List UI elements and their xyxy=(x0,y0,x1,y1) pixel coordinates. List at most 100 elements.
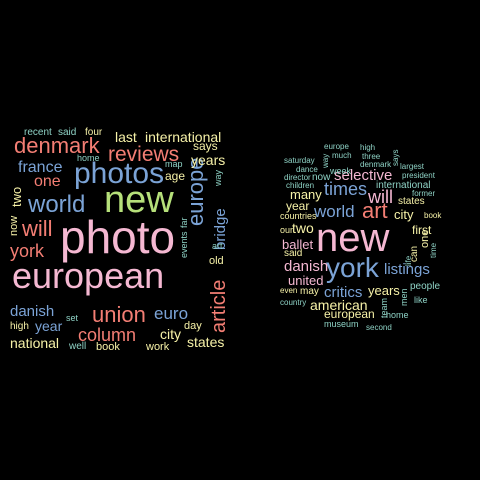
cloud-word: countries xyxy=(280,211,317,221)
cloud-word: says xyxy=(193,139,218,153)
cloud-word: saturday xyxy=(284,156,315,165)
cloud-word: column xyxy=(78,325,137,345)
cloud-word: says xyxy=(391,149,400,166)
cloud-word: far xyxy=(179,217,189,228)
cloud-word: world xyxy=(314,202,355,221)
cloud-word: france xyxy=(18,159,63,176)
cloud-word: even xyxy=(280,286,298,295)
cloud-word: events xyxy=(179,231,189,258)
cloud-word: danish xyxy=(284,258,329,275)
cloud-word: first xyxy=(412,223,432,237)
cloud-word: states xyxy=(398,196,425,207)
cloud-word: like xyxy=(414,295,428,305)
cloud-word: euro xyxy=(154,304,189,323)
cloud-word: photo xyxy=(60,211,176,263)
cloud-word: ballet xyxy=(282,237,314,252)
cloud-word: states xyxy=(187,334,225,350)
right-word-cloud: new york art world times selective will … xyxy=(240,0,480,480)
cloud-word: children xyxy=(286,181,315,190)
cloud-word: times xyxy=(324,179,368,199)
cloud-word: selective xyxy=(334,167,393,184)
cloud-word: critics xyxy=(324,284,363,301)
cloud-word: old xyxy=(209,255,224,267)
cloud-word: life xyxy=(404,255,413,266)
cloud-word: two xyxy=(9,186,24,207)
cloud-word: way xyxy=(213,169,223,186)
cloud-word: much xyxy=(332,151,352,160)
cloud-word: year xyxy=(35,318,63,334)
cloud-word: reviews xyxy=(108,143,180,166)
cloud-word: union xyxy=(92,302,146,327)
cloud-word: years xyxy=(191,152,226,168)
cloud-word: may xyxy=(300,286,319,297)
cloud-word: years xyxy=(368,283,400,298)
cloud-word: world xyxy=(28,191,86,218)
cloud-word: way xyxy=(321,153,330,168)
cloud-word: men xyxy=(399,288,409,306)
cloud-word: president xyxy=(402,171,435,180)
cloud-word: now xyxy=(8,215,20,236)
cloud-word: danish xyxy=(10,303,55,320)
cloud-word: age xyxy=(165,169,186,183)
cloud-word: york xyxy=(10,241,45,261)
cloud-word: now xyxy=(312,172,331,183)
cloud-word: former xyxy=(412,189,436,198)
cloud-word: said xyxy=(284,248,303,259)
cloud-word: recent xyxy=(24,127,52,138)
cloud-word: international xyxy=(376,180,431,191)
cloud-word: four xyxy=(85,127,103,138)
cloud-word: said xyxy=(58,127,77,138)
cloud-word: country xyxy=(280,298,307,307)
cloud-word: united xyxy=(288,273,324,288)
left-word-cloud: european photo new photos reviews denmar… xyxy=(8,127,230,353)
cloud-word: article xyxy=(208,279,230,333)
cloud-word: second xyxy=(366,323,392,332)
cloud-word: two xyxy=(292,220,314,236)
cloud-word: new xyxy=(316,216,390,260)
cloud-word: home xyxy=(77,153,100,163)
cloud-word: art xyxy=(362,198,388,223)
cloud-word: team xyxy=(379,297,389,318)
cloud-word: dance xyxy=(296,165,318,174)
cloud-word: city xyxy=(394,207,414,222)
cloud-word: day xyxy=(184,320,202,332)
cloud-word: photos xyxy=(74,157,165,190)
cloud-word: people xyxy=(410,281,441,292)
cloud-word: museum xyxy=(324,319,359,329)
cloud-word: listings xyxy=(384,261,430,278)
cloud-word: european xyxy=(324,307,375,321)
cloud-word: city xyxy=(160,326,181,342)
cloud-word: last xyxy=(115,129,137,145)
cloud-word: well xyxy=(69,341,87,352)
cloud-word: european xyxy=(12,255,165,296)
cloud-word: our xyxy=(280,225,294,235)
cloud-word: many xyxy=(290,187,322,202)
cloud-word: set xyxy=(66,313,79,323)
cloud-word: map xyxy=(165,159,183,169)
cloud-word: international xyxy=(145,129,222,145)
cloud-word: home xyxy=(386,310,409,320)
cloud-word: high xyxy=(10,321,29,332)
cloud-word: national xyxy=(10,335,60,351)
cloud-word: new xyxy=(104,179,174,221)
cloud-word: europe xyxy=(324,142,349,151)
cloud-word: time xyxy=(429,242,438,258)
cloud-word: denmark xyxy=(360,160,392,169)
cloud-word: work xyxy=(146,341,170,353)
cloud-word: book xyxy=(96,341,120,353)
cloud-word: week xyxy=(330,166,352,176)
cloud-word: director xyxy=(284,173,311,182)
cloud-word: largest xyxy=(400,162,425,171)
cloud-word: will xyxy=(22,216,53,241)
cloud-word: york xyxy=(326,252,379,283)
cloud-word: high xyxy=(360,143,376,152)
cloud-word: will xyxy=(368,187,393,207)
cloud-word: denmark xyxy=(14,133,100,158)
cloud-word: book xyxy=(424,211,442,220)
cloud-word: three xyxy=(362,152,381,161)
cloud-word: art xyxy=(212,241,223,251)
cloud-word: year xyxy=(286,199,310,213)
cloud-word: one xyxy=(34,173,61,190)
cloud-word: american xyxy=(310,297,368,313)
